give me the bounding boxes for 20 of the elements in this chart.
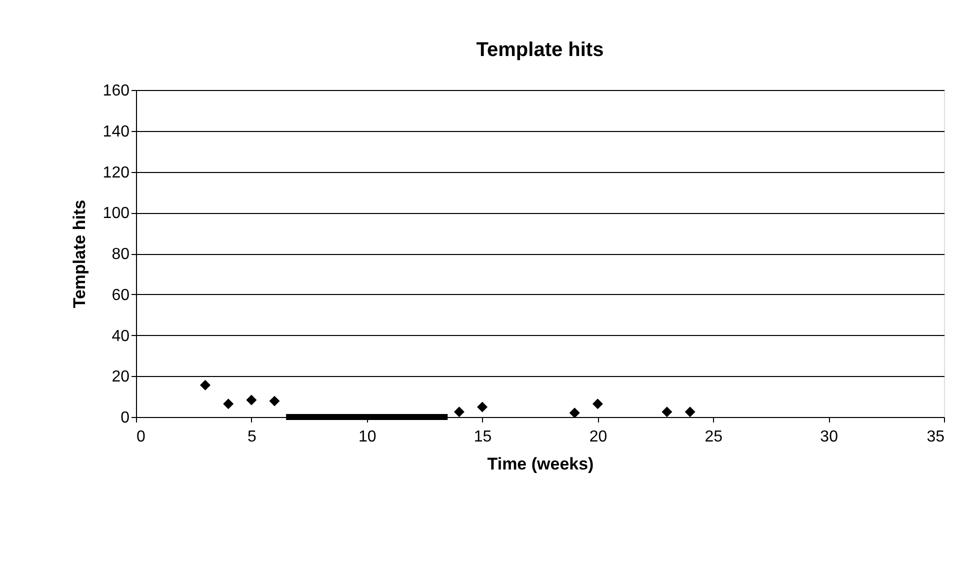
x-axis-title: Time (weeks) <box>487 454 594 474</box>
y-tick-label: 60 <box>112 286 130 304</box>
x-tick-label: 25 <box>704 428 723 446</box>
chart-title: Template hits <box>476 39 604 61</box>
x-tick-label: 0 <box>136 428 146 446</box>
y-tick-label: 80 <box>112 246 130 263</box>
x-tick-label: 20 <box>589 428 608 446</box>
x-tick-label: 35 <box>926 428 945 446</box>
y-tick-label: 140 <box>102 123 130 140</box>
y-axis-title: Template hits <box>70 200 89 308</box>
x-tick-label: 10 <box>358 428 376 446</box>
y-tick-label: 0 <box>120 410 130 426</box>
y-tick-label: 20 <box>112 368 130 386</box>
x-tick-label: 30 <box>820 428 838 446</box>
y-tick-label: 120 <box>102 164 130 182</box>
x-tick-label: 15 <box>474 428 492 446</box>
x-tick-label: 5 <box>247 428 256 446</box>
y-tick-label: 100 <box>102 205 130 222</box>
y-tick-label: 160 <box>102 82 130 100</box>
y-tick-label: 40 <box>112 328 130 345</box>
